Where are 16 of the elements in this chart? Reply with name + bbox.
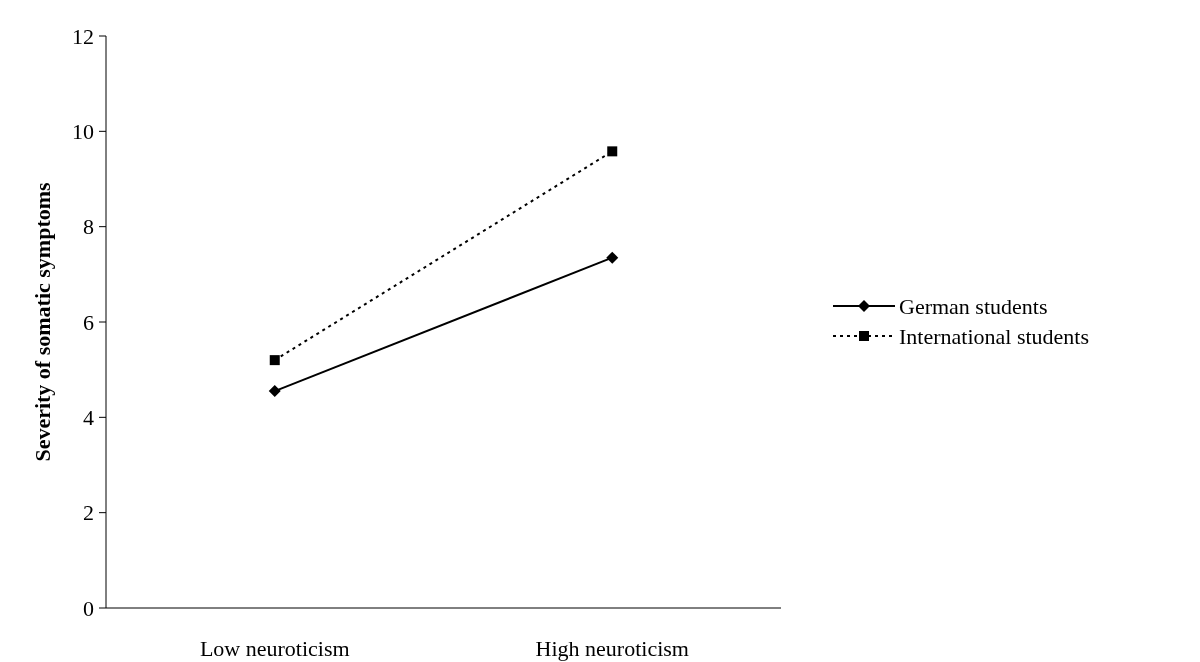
x-tick-label: Low neuroticism	[199, 636, 350, 661]
y-tick-label: 2	[83, 500, 94, 526]
legend-label: German students	[899, 293, 1048, 319]
y-tick-label: 8	[83, 214, 94, 240]
y-tick-label: 12	[72, 23, 94, 49]
y-tick-label: 6	[83, 309, 94, 335]
point	[607, 146, 618, 157]
y-tick-label: 0	[83, 595, 94, 621]
point	[606, 251, 619, 264]
point	[269, 355, 280, 366]
point	[268, 385, 281, 398]
legend-label: International students	[899, 323, 1090, 349]
x-tick-label: High neuroticism	[535, 636, 689, 661]
y-axis-title: Severity of somatic symptoms	[30, 181, 55, 462]
y-tick-label: 4	[83, 405, 94, 431]
y-tick-label: 10	[72, 119, 94, 145]
